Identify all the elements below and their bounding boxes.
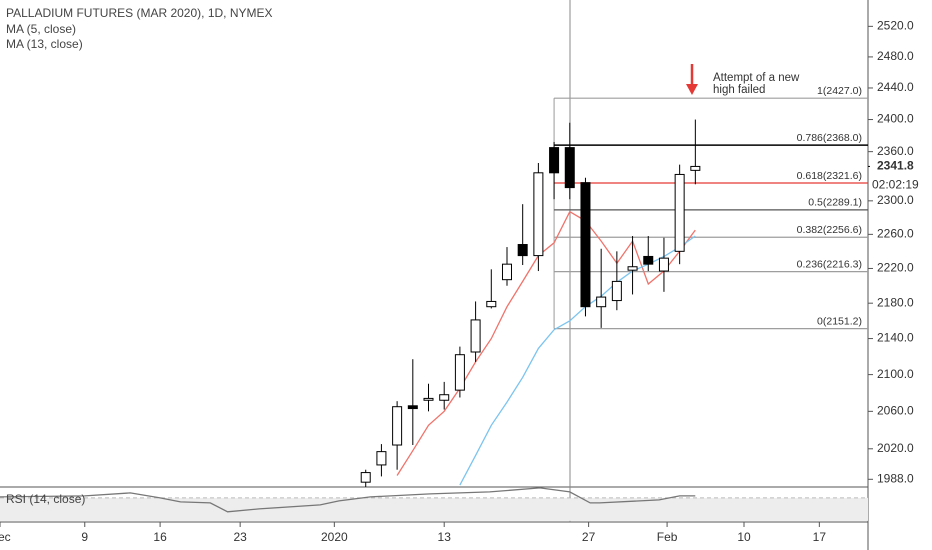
x-tick-label: 9 (81, 530, 88, 544)
candle-body (690, 165, 701, 171)
plot-layer: 1(2427.0) 0.786(2368.0) 0.618(2321.6) 0.5(2… (0, 19, 930, 544)
countdown-label: 02:02:19 (872, 178, 919, 192)
candle-body (470, 319, 481, 353)
annotation-arrowhead (686, 84, 698, 95)
candle-body (439, 394, 450, 401)
rsi-line (0, 487, 696, 513)
candle-body (517, 244, 528, 257)
last-price-label: 2341.8 (877, 159, 914, 173)
candle-body (564, 147, 575, 189)
legend-entry: MA (5, close) (6, 22, 76, 36)
candle-body (627, 266, 638, 271)
y-tick-label: 2140.0 (877, 331, 914, 345)
legend-entry: MA (13, close) (6, 37, 83, 51)
fib-label: 0.382(2256.6) (797, 224, 862, 236)
y-tick-label: 2220.0 (877, 261, 914, 275)
candle-body (407, 405, 418, 410)
candle-body (580, 182, 591, 308)
rsi-label: RSI (14, close) (6, 492, 85, 506)
x-tick-label: 10 (737, 530, 751, 544)
y-tick-label: 2180.0 (877, 295, 914, 309)
y-tick-label: 2480.0 (877, 49, 914, 63)
ma-line (396, 210, 696, 476)
candle-body (674, 173, 685, 252)
fib-label: 0(2151.2) (817, 315, 862, 327)
ma-line (459, 235, 696, 486)
candle-body (360, 472, 371, 483)
candle-body (533, 172, 544, 257)
y-tick-label: 2260.0 (877, 227, 914, 241)
x-tick-label: 27 (582, 530, 596, 544)
y-tick-label: 2440.0 (877, 80, 914, 94)
candle-body (486, 300, 497, 308)
y-tick-label: 2400.0 (877, 112, 914, 126)
candle-body (643, 255, 654, 265)
fib-label: 0.236(2216.3) (797, 258, 862, 270)
y-tick-label: 1988.0 (877, 471, 914, 485)
y-tick-label: 2300.0 (877, 193, 914, 207)
y-tick-label: 2360.0 (877, 144, 914, 158)
chart-title: PALLADIUM FUTURES (MAR 2020), 1D, NYMEX (6, 6, 273, 20)
candle-body (376, 451, 387, 466)
candle-body (423, 397, 434, 401)
y-tick-label: 2020.0 (877, 441, 914, 455)
last-price-box (870, 158, 930, 193)
x-tick-label: 23 (233, 530, 247, 544)
x-tick-label: 16 (153, 530, 167, 544)
annotation: Attempt of a new (713, 72, 800, 84)
candle-body (501, 263, 512, 281)
candle-body (658, 257, 669, 272)
rsi-band (0, 497, 868, 521)
x-tick-label: Feb (657, 530, 678, 544)
y-tick-label: 2100.0 (877, 367, 914, 381)
x-tick-label: 13 (438, 530, 452, 544)
y-tick-label: 2520.0 (877, 19, 914, 33)
annotation: high failed (713, 84, 765, 96)
candle-body (596, 296, 607, 308)
x-tick-label: 17 (813, 530, 827, 544)
fib-label: 0.618(2321.6) (797, 170, 862, 182)
fib-label: 1(2427.0) (817, 85, 862, 97)
candle-body (392, 406, 403, 446)
y-tick-label: 2060.0 (877, 404, 914, 418)
candle-body (611, 280, 622, 302)
fib-label: 0.5(2289.1) (808, 197, 862, 209)
candle-body (454, 354, 465, 391)
candle-body (549, 147, 560, 174)
x-tick-label: Dec (0, 530, 11, 544)
price-pane: 1(2427.0) 0.786(2368.0) 0.618(2321.6) 0.5(2… (360, 85, 868, 487)
x-tick-label: 2020 (321, 530, 348, 544)
fib-label: 0.786(2368.0) (797, 132, 862, 144)
